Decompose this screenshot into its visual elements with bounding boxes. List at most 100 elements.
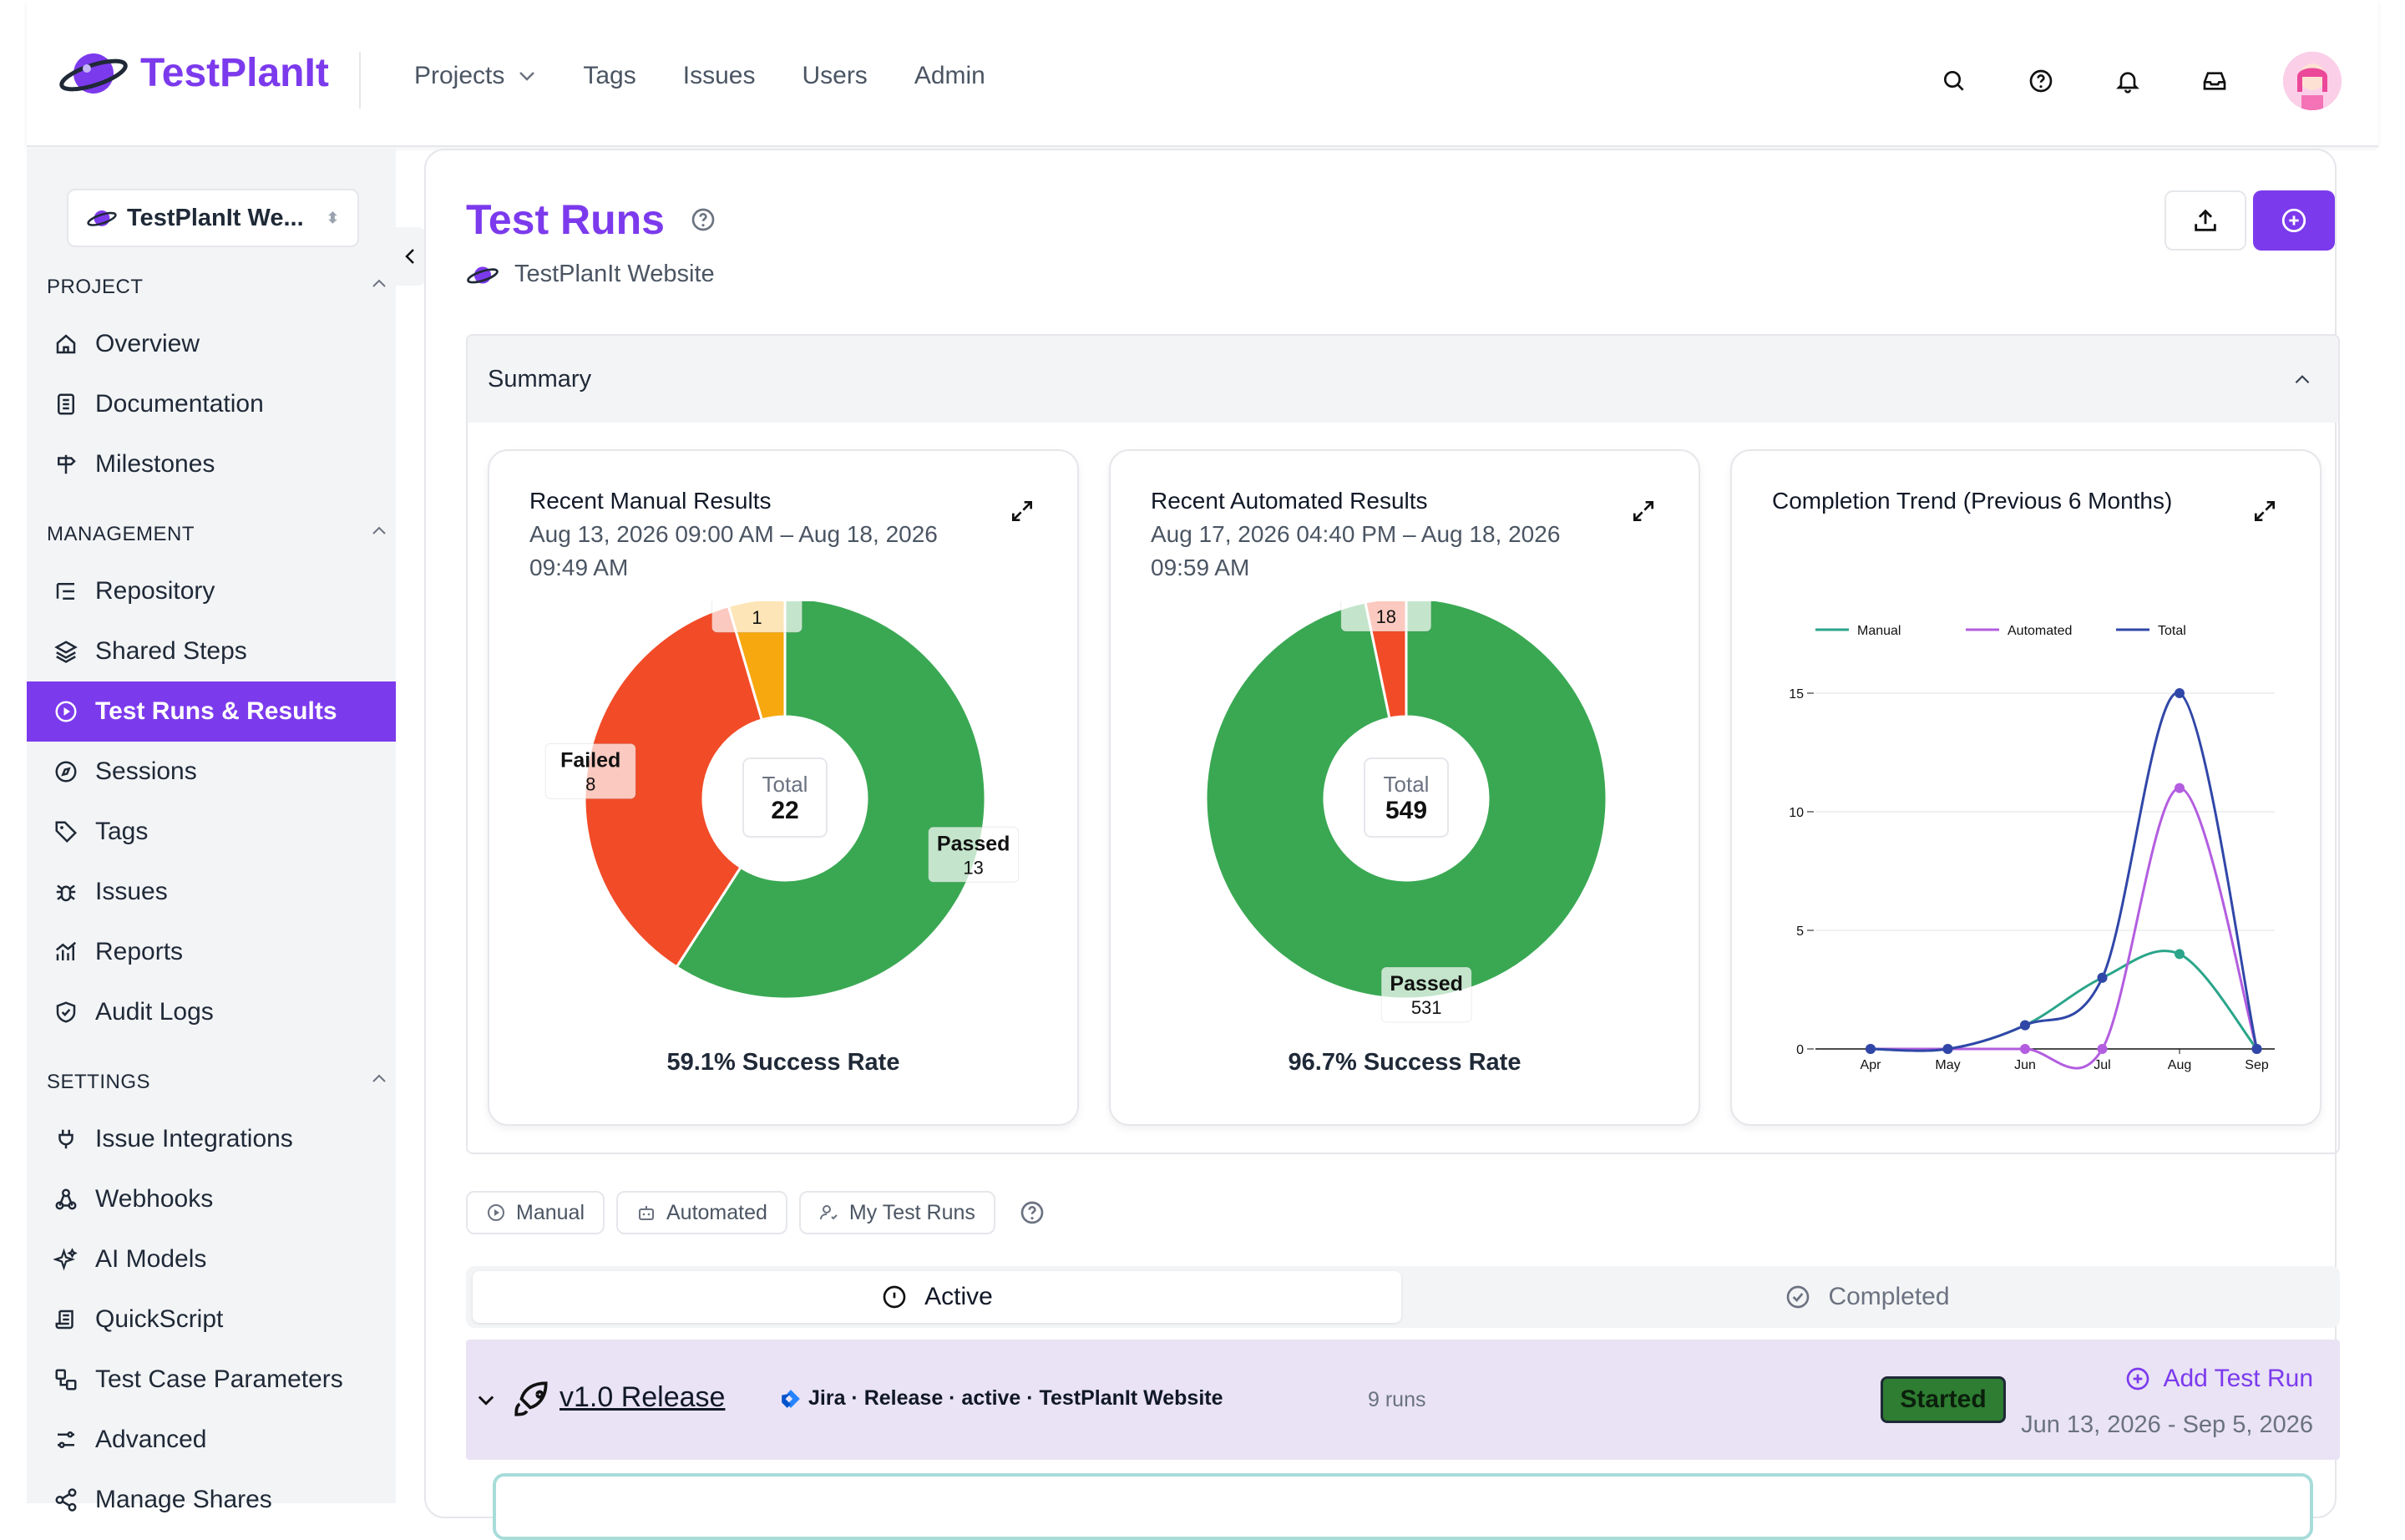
sidebar: TestPlanIt We... ⬍ PROJECT Overview Docu…	[27, 149, 396, 1513]
collapse-sidebar-button[interactable]	[394, 227, 426, 286]
chevron-left-icon	[405, 249, 414, 264]
signpost-icon	[58, 454, 76, 474]
sidebar-item-sessions[interactable]: Sessions	[27, 742, 396, 802]
sidebar-item-repository[interactable]: Repository	[27, 561, 396, 621]
data-point[interactable]	[2251, 1044, 2262, 1054]
pie-slice-passed[interactable]	[675, 601, 987, 1000]
jira-icon	[782, 1389, 800, 1408]
expand-icon[interactable]	[1630, 498, 1657, 524]
help-circle-icon	[2029, 69, 2053, 93]
card-title: Recent Automated Results	[1151, 488, 1428, 514]
plus-circle-icon	[2281, 208, 2306, 233]
section-project[interactable]: PROJECT	[47, 276, 389, 299]
sidebar-item-webhooks[interactable]: Webhooks	[27, 1169, 396, 1229]
project-name: TestPlanIt Website	[466, 261, 715, 288]
sidebar-item-issue-integrations[interactable]: Issue Integrations	[27, 1109, 396, 1169]
x-tick-label: Jul	[2094, 1058, 2110, 1072]
add-test-run-link[interactable]: Add Test Run	[2124, 1365, 2313, 1393]
nav-users[interactable]: Users	[802, 62, 868, 89]
nav-tags[interactable]: Tags	[583, 62, 636, 89]
sidebar-item-issues[interactable]: Issues	[27, 862, 396, 922]
top-actions	[1911, 52, 2378, 110]
top-navbar: TestPlanIt Projects Tags Issues Users Ad…	[27, 0, 2378, 147]
project-selector[interactable]: TestPlanIt We... ⬍	[67, 189, 359, 247]
svg-text:Passed: Passed	[937, 832, 1010, 855]
sidebar-item-audit-logs[interactable]: Audit Logs	[27, 982, 396, 1042]
expand-icon[interactable]	[1009, 498, 1035, 524]
summary-panel: Summary Recent Manual Results Aug 13, 20…	[466, 334, 2340, 1154]
pie-slice-failed[interactable]	[583, 604, 764, 969]
run-count: 9 runs	[1368, 1388, 1426, 1411]
summary-header[interactable]: Summary	[468, 336, 2338, 423]
app-logo[interactable]: TestPlanIt	[58, 43, 329, 102]
data-point[interactable]	[2175, 783, 2185, 793]
test-run-row[interactable]	[493, 1473, 2313, 1540]
expand-icon[interactable]	[2251, 498, 2278, 524]
data-point[interactable]	[2097, 1044, 2108, 1054]
project-selector-label: TestPlanIt We...	[127, 204, 304, 231]
data-point[interactable]	[2020, 1044, 2030, 1054]
sidebar-item-reports[interactable]: Reports	[27, 922, 396, 982]
sidebar-item-label: Advanced	[95, 1426, 207, 1453]
section-settings[interactable]: SETTINGS	[47, 1071, 389, 1094]
sidebar-item-label: Tags	[95, 818, 149, 845]
add-test-run-button[interactable]	[2253, 190, 2335, 251]
sidebar-item-documentation[interactable]: Documentation	[27, 374, 396, 434]
status-badge: Started	[1881, 1376, 2006, 1423]
tab-active[interactable]: Active	[473, 1271, 1401, 1323]
data-point[interactable]	[2097, 972, 2108, 983]
svg-text:18: 18	[1376, 606, 1396, 627]
completion-trend-card: Completion Trend (Previous 6 Months) 0 5 1…	[1730, 449, 2321, 1126]
sidebar-item-tags[interactable]: Tags	[27, 802, 396, 862]
help-circle-icon[interactable]	[1019, 1199, 1046, 1226]
bot-icon	[639, 1206, 654, 1220]
manual-results-card: Recent Manual Results Aug 13, 2026 09:00…	[488, 449, 1079, 1126]
data-point[interactable]	[2175, 688, 2185, 698]
page-title-text: Test Runs	[466, 196, 665, 243]
chevron-down-icon[interactable]	[474, 1388, 498, 1411]
notifications-button[interactable]	[2084, 53, 2171, 109]
search-button[interactable]	[1911, 53, 1997, 109]
chevron-up-icon	[372, 526, 386, 534]
sidebar-item-quickscript[interactable]: QuickScript	[27, 1289, 396, 1350]
help-circle-icon[interactable]	[690, 206, 716, 233]
section-management[interactable]: MANAGEMENT	[47, 523, 389, 546]
sidebar-item-shared-steps[interactable]: Shared Steps	[27, 621, 396, 681]
filter-my-test-runs[interactable]: My Test Runs	[798, 1191, 995, 1234]
milestone-dates: Jun 13, 2026 - Sep 5, 2026	[2021, 1411, 2313, 1438]
sidebar-item-label: Manage Shares	[95, 1486, 272, 1513]
bell-icon	[2116, 72, 2139, 94]
data-point[interactable]	[1866, 1044, 1876, 1054]
filter-automated[interactable]: Automated	[616, 1191, 787, 1234]
play-circle-icon	[55, 701, 77, 722]
help-button[interactable]	[1997, 53, 2084, 109]
data-point[interactable]	[2020, 1020, 2030, 1031]
nav-admin[interactable]: Admin	[914, 62, 985, 89]
sidebar-item-label: Documentation	[95, 390, 264, 418]
success-rate: 59.1% Success Rate	[666, 1049, 900, 1076]
pie-slice-passed[interactable]	[1204, 601, 1608, 1000]
filter-manual[interactable]: Manual	[466, 1191, 605, 1234]
sidebar-item-advanced[interactable]: Advanced	[27, 1410, 396, 1470]
summary-label: Summary	[488, 365, 592, 393]
plug-icon	[58, 1129, 73, 1149]
data-point[interactable]	[2175, 949, 2185, 960]
tab-completed[interactable]: Completed	[1401, 1271, 2333, 1323]
search-icon	[1944, 71, 1964, 91]
sidebar-item-manage-shares[interactable]: Manage Shares	[27, 1470, 396, 1530]
export-button[interactable]	[2164, 190, 2246, 251]
app-name: TestPlanIt	[140, 50, 329, 95]
sidebar-item-test-runs[interactable]: Test Runs & Results	[27, 681, 396, 742]
sidebar-item-ai-models[interactable]: AI Models	[27, 1229, 396, 1289]
data-point[interactable]	[1942, 1044, 1953, 1054]
user-avatar[interactable]	[2283, 52, 2342, 110]
sidebar-item-overview[interactable]: Overview	[27, 314, 396, 374]
milestone-name-link[interactable]: v1.0 Release	[559, 1381, 726, 1413]
sidebar-item-test-case-parameters[interactable]: Test Case Parameters	[27, 1350, 396, 1410]
nav-projects[interactable]: Projects	[414, 62, 536, 90]
inbox-button[interactable]	[2171, 53, 2258, 109]
sidebar-item-milestones[interactable]: Milestones	[27, 434, 396, 494]
nav-issues[interactable]: Issues	[682, 62, 756, 89]
